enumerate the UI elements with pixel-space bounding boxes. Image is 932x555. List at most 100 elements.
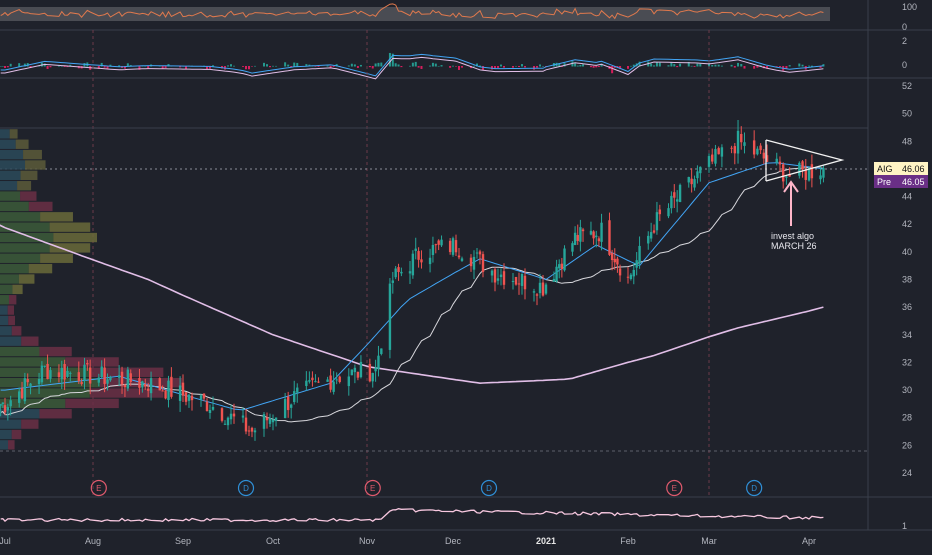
candle-body bbox=[220, 408, 224, 421]
macd-bar bbox=[359, 64, 362, 67]
candle-body bbox=[46, 363, 49, 380]
volume-profile-up bbox=[0, 336, 22, 346]
candle-body bbox=[560, 263, 564, 270]
ma-fast-line bbox=[0, 162, 824, 411]
macd-bar bbox=[411, 62, 414, 67]
candle-body bbox=[149, 378, 153, 394]
candle-body bbox=[675, 199, 679, 202]
macd-bar bbox=[185, 66, 187, 70]
candle-body bbox=[332, 381, 335, 392]
candle-body bbox=[120, 371, 124, 385]
price-tick-label: 28 bbox=[902, 413, 912, 423]
candle-body bbox=[781, 164, 785, 182]
candle-body bbox=[632, 269, 635, 277]
macd-bar bbox=[595, 66, 598, 68]
annotation-line-1: invest algo bbox=[771, 231, 814, 241]
macd-bar bbox=[479, 65, 481, 67]
time-tick-label: Aug bbox=[85, 536, 101, 546]
candle-body bbox=[66, 370, 69, 377]
candle-body bbox=[9, 400, 12, 407]
macd-bar bbox=[233, 65, 235, 67]
volume-profile-down bbox=[11, 429, 22, 440]
macd-bar bbox=[737, 62, 740, 67]
candle-body bbox=[414, 248, 417, 251]
candle-body bbox=[714, 149, 717, 164]
candle-body bbox=[23, 378, 27, 402]
macd-bar bbox=[126, 63, 129, 67]
candle-body bbox=[804, 169, 807, 180]
macd-bar bbox=[473, 65, 475, 67]
candle-body bbox=[170, 376, 173, 397]
macd-bar bbox=[57, 65, 60, 67]
volume-profile-up bbox=[0, 326, 12, 336]
rsi-tick-100: 100 bbox=[902, 2, 917, 12]
candle-body bbox=[699, 166, 702, 174]
candle-body bbox=[394, 268, 397, 278]
candle-body bbox=[199, 395, 203, 400]
candle-body bbox=[286, 396, 290, 411]
volume-profile-up bbox=[0, 212, 41, 222]
candle-body bbox=[481, 254, 485, 272]
candle-body bbox=[49, 370, 52, 379]
triangle-outline bbox=[765, 139, 845, 182]
volume-profile-up bbox=[0, 409, 40, 419]
candle-body bbox=[798, 162, 801, 176]
volume-profile-up bbox=[0, 315, 9, 326]
candle-body bbox=[581, 229, 585, 232]
volume-profile-down bbox=[40, 253, 73, 263]
volume-profile-down bbox=[28, 263, 53, 274]
macd-bar bbox=[576, 65, 579, 67]
time-axis[interactable]: Jul Aug Sep Oct Nov Dec 2021 Feb Mar Apr bbox=[0, 536, 816, 546]
macd-bar bbox=[266, 64, 268, 67]
macd-bar bbox=[397, 64, 400, 67]
volume-profile-up bbox=[0, 346, 40, 357]
price-axis[interactable]: 242628303234363840424446485052 bbox=[902, 81, 912, 478]
volume-tick-1: 1 bbox=[902, 521, 907, 531]
macd-bar bbox=[766, 66, 769, 69]
macd-bar bbox=[329, 66, 332, 68]
rsi-panel: 100 0 bbox=[0, 2, 917, 32]
pre-tag-value-bg bbox=[898, 175, 928, 188]
candle-body bbox=[571, 243, 574, 252]
volume-profile-down bbox=[8, 295, 17, 305]
macd-bar bbox=[653, 65, 656, 67]
dividend-marker bbox=[746, 479, 763, 497]
volume-profile-up bbox=[0, 357, 66, 367]
candle-body bbox=[229, 413, 233, 420]
volume-profile-down bbox=[8, 315, 16, 326]
pre-tag-value: 46.05 bbox=[902, 177, 925, 187]
candle-body bbox=[655, 212, 659, 231]
macd-bar bbox=[227, 65, 229, 67]
time-tick-label: Dec bbox=[445, 536, 462, 546]
macd-bar bbox=[822, 64, 825, 67]
candle-body bbox=[117, 375, 121, 378]
candle-body bbox=[311, 377, 314, 381]
candle-body bbox=[141, 381, 144, 388]
price-tick-label: 24 bbox=[902, 468, 912, 478]
volume-profile-up bbox=[0, 398, 66, 409]
candle-body bbox=[576, 235, 579, 241]
time-tick-label: Mar bbox=[701, 536, 717, 546]
volume-profile-up bbox=[0, 263, 29, 274]
macd-bar bbox=[512, 66, 514, 68]
macd-bar bbox=[356, 66, 359, 68]
macd-bar bbox=[461, 66, 463, 68]
event-marker-label: D bbox=[486, 484, 492, 493]
macd-bar bbox=[380, 62, 383, 67]
symbol-tag-label-bg bbox=[874, 162, 898, 175]
volume-profile-down bbox=[39, 409, 72, 419]
candle-body bbox=[788, 173, 791, 177]
macd-bar bbox=[690, 65, 693, 67]
volume-profile-down bbox=[8, 440, 15, 450]
candle-body bbox=[338, 376, 341, 383]
macd-bar bbox=[696, 63, 699, 67]
candle-body bbox=[420, 259, 423, 263]
earnings-marker bbox=[364, 479, 381, 497]
candle-body bbox=[371, 372, 374, 382]
macd-bar bbox=[254, 65, 256, 67]
macd-bar bbox=[417, 66, 420, 68]
pre-tag-label: Pre bbox=[877, 177, 891, 187]
